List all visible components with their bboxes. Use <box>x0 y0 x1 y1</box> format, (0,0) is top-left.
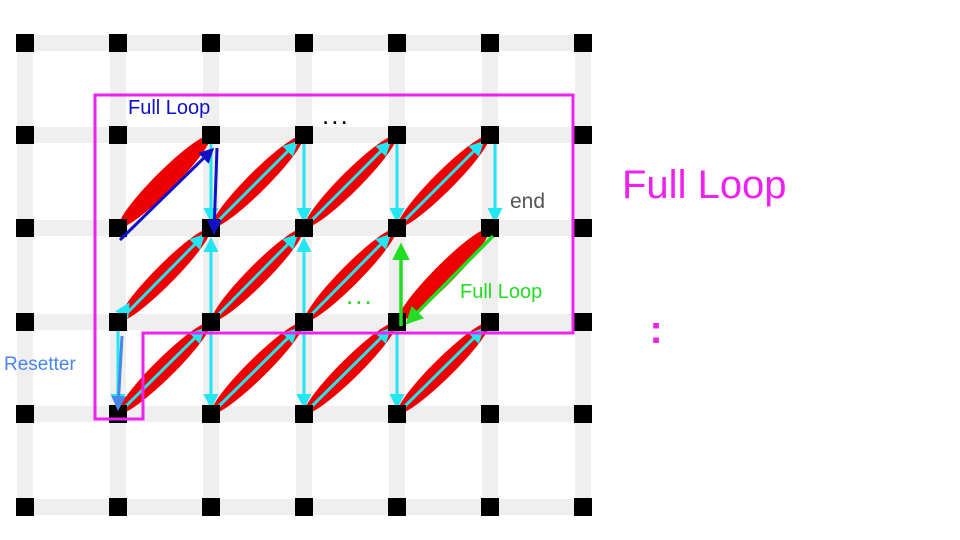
grid-node <box>202 498 220 516</box>
grid-node <box>16 313 34 331</box>
grid-node <box>481 405 499 423</box>
cyan-diagonal-arrow <box>306 327 392 412</box>
grid-node <box>109 126 127 144</box>
grid-node <box>109 313 127 331</box>
cyan-diagonal-arrow <box>213 233 299 320</box>
grid-node <box>16 126 34 144</box>
grid-node <box>481 219 499 237</box>
grid-node <box>202 313 220 331</box>
grid-node <box>109 34 127 52</box>
grid-node <box>16 219 34 237</box>
grid-node <box>574 126 592 144</box>
bond-ellipse <box>397 228 490 322</box>
top-ellipsis: ... <box>322 100 350 130</box>
grid-node <box>574 34 592 52</box>
full-loop-inner-label: Full Loop <box>128 97 211 119</box>
grid-node <box>295 219 313 237</box>
grid-node <box>16 34 34 52</box>
grid-node <box>16 405 34 423</box>
cyan-diagonal-arrow <box>120 233 206 320</box>
grid-node <box>574 405 592 423</box>
full-loop-big-label: Full Loop <box>622 163 787 207</box>
grid-node <box>481 34 499 52</box>
cyan-diagonal-arrow <box>213 327 299 412</box>
grid-node <box>295 405 313 423</box>
grid-node <box>388 126 406 144</box>
grid-node <box>295 126 313 144</box>
cyan-diagonal-arrow <box>213 140 299 226</box>
grid-node <box>16 498 34 516</box>
grid-node <box>574 219 592 237</box>
grid-node <box>481 126 499 144</box>
loop-boxes <box>93 93 575 421</box>
grid-node <box>388 219 406 237</box>
grid-node <box>574 498 592 516</box>
grid-node <box>295 34 313 52</box>
grid-node <box>388 405 406 423</box>
special-arrows <box>111 147 495 411</box>
grid-node <box>295 498 313 516</box>
grid-node <box>202 34 220 52</box>
grid-node <box>202 126 220 144</box>
cyan-diagonal-arrow <box>399 140 485 226</box>
bond-ellipse <box>118 135 211 228</box>
grid-node <box>574 313 592 331</box>
end-label: end <box>510 190 546 213</box>
cyan-diagonal-arrow <box>306 140 392 226</box>
grid-node <box>202 405 220 423</box>
vertical-ellipsis: : <box>649 308 663 352</box>
cyan-diagonal-arrow <box>306 233 392 320</box>
grid-node <box>481 498 499 516</box>
resetter-arrow <box>111 335 127 411</box>
blue-diagonal-arrow <box>118 147 215 242</box>
cyan-diagonal-arrow <box>120 327 206 412</box>
resetter-label: Resetter <box>4 354 76 375</box>
cyan-diagonal-arrow <box>399 327 485 412</box>
green-ellipsis: ... <box>346 280 374 310</box>
full-loop-outline <box>93 93 575 421</box>
grid-node <box>109 219 127 237</box>
green-diagonal-arrow <box>405 234 495 325</box>
grid-node <box>295 313 313 331</box>
grid-node <box>202 219 220 237</box>
grid-node <box>388 313 406 331</box>
grid-node <box>388 498 406 516</box>
full-loop-green-label: Full Loop <box>460 281 543 303</box>
blue-vertical-arrow <box>206 147 222 235</box>
grid-node <box>388 34 406 52</box>
grid-node <box>109 498 127 516</box>
grid-node <box>481 313 499 331</box>
